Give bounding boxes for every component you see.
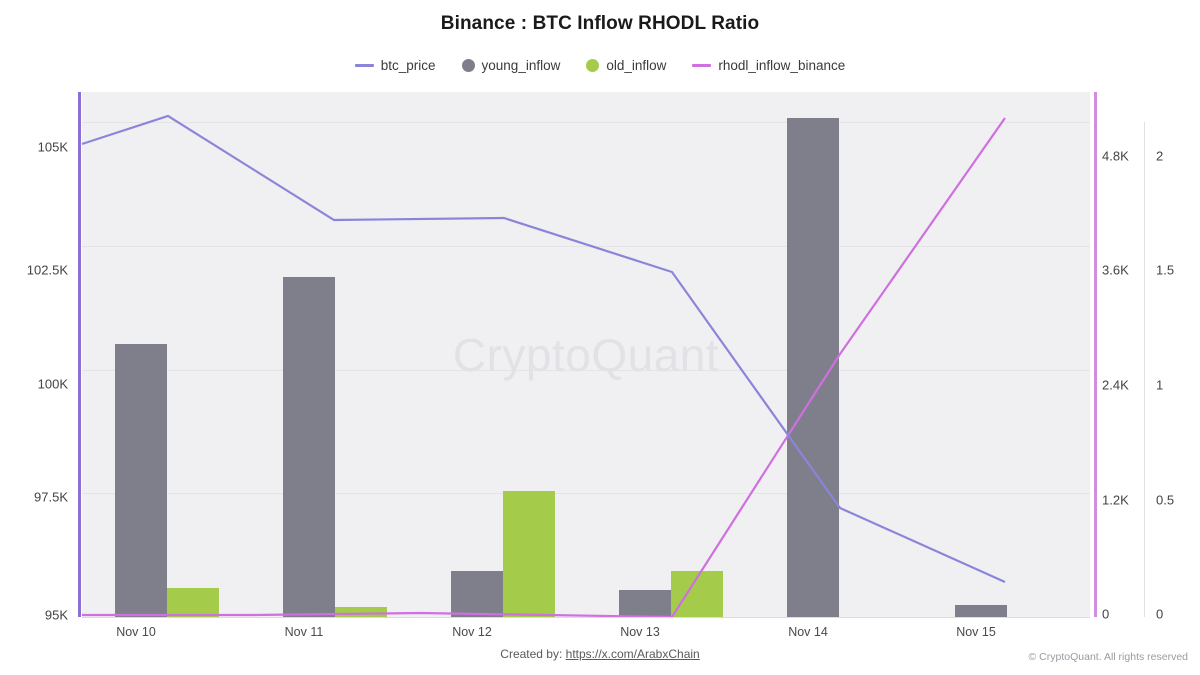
line-swatch-icon: [354, 64, 374, 67]
bar-group-nov-10: [115, 344, 219, 617]
credit-url-link[interactable]: https://x.com/ArabxChain: [565, 647, 700, 661]
line-swatch-icon: [692, 64, 712, 67]
bar-young-inflow: [451, 571, 503, 617]
bar-young-inflow: [115, 344, 167, 617]
legend-label: rhodl_inflow_binance: [718, 58, 846, 73]
bar-old-inflow: [503, 491, 555, 617]
bar-group-nov-15: [955, 605, 1007, 617]
right-outer-axis-tick: 0: [1156, 606, 1164, 622]
left-axis-tick: 105K: [37, 139, 68, 155]
plot-graphics: [81, 114, 1007, 619]
bar-old-inflow: [335, 607, 387, 617]
legend-item-btc-price[interactable]: btc_price: [354, 58, 436, 73]
legend-label: young_inflow: [481, 58, 561, 73]
circle-dot-icon: [586, 59, 600, 72]
x-axis-tick: Nov 14: [788, 625, 828, 639]
legend-label: old_inflow: [606, 58, 667, 73]
legend-item-young-inflow[interactable]: young_inflow: [461, 58, 561, 73]
gridline: [82, 493, 1090, 495]
legend-item-rhodl-inflow-binance[interactable]: rhodl_inflow_binance: [692, 58, 845, 73]
chart-legend: btc_price young_inflow old_inflow rhodl_…: [0, 58, 1200, 73]
right-inner-axis-spine: [1094, 92, 1097, 617]
right-outer-axis-tick: 1: [1156, 377, 1164, 393]
left-axis-tick: 97.5K: [34, 489, 68, 505]
right-inner-axis-tick: 1.2K: [1102, 492, 1129, 508]
bar-young-inflow: [955, 605, 1007, 617]
right-outer-axis-tick: 0.5: [1156, 492, 1175, 508]
page-title: Binance : BTC Inflow RHODL Ratio: [440, 13, 760, 34]
x-axis-tick: Nov 15: [956, 625, 996, 639]
left-axis-tick: 102.5K: [26, 262, 68, 278]
credit-prefix-label: Created by:: [500, 647, 566, 661]
bar-group-nov-11: [283, 277, 387, 617]
legend-label: btc_price: [380, 58, 436, 73]
bar-young-inflow: [283, 277, 335, 617]
bar-group-nov-12: [451, 491, 555, 617]
x-axis-tick: Nov 13: [620, 625, 660, 639]
left-axis-tick: 95K: [44, 607, 68, 623]
footer-credit: Created by: https://x.com/ArabxChain: [0, 647, 1200, 661]
line-btc-price: [81, 114, 1006, 584]
bar-young-inflow: [619, 590, 671, 617]
line-rhodl-inflow-binance: [82, 117, 1006, 619]
right-outer-axis-spine: [1144, 122, 1145, 617]
bottom-axis-line: [82, 617, 1090, 618]
right-outer-axis-tick: 2: [1156, 148, 1164, 164]
circle-dot-icon: [461, 59, 475, 72]
x-axis-tick: Nov 10: [116, 625, 156, 639]
right-inner-axis-tick: 2.4K: [1102, 377, 1129, 393]
gridline: [82, 369, 1090, 371]
left-axis-tick: 100K: [37, 376, 68, 392]
left-axis-spine: [78, 92, 81, 617]
bar-group-nov-13: [619, 571, 723, 617]
right-inner-axis-tick: 4.8K: [1102, 148, 1129, 164]
right-inner-axis-tick: 3.6K: [1102, 262, 1129, 278]
plot-area: CryptoQuant: [81, 92, 1090, 619]
right-outer-axis-tick: 1.5: [1156, 262, 1175, 278]
gridline: [82, 245, 1090, 247]
gridline: [82, 122, 1090, 123]
x-axis-tick: Nov 12: [452, 625, 492, 639]
bar-old-inflow: [167, 588, 219, 617]
right-inner-axis-tick: 0: [1102, 606, 1110, 622]
legend-item-old-inflow[interactable]: old_inflow: [586, 58, 666, 73]
x-axis-tick: Nov 11: [284, 625, 324, 639]
copyright-notice: © CryptoQuant. All rights reserved: [1028, 651, 1188, 663]
